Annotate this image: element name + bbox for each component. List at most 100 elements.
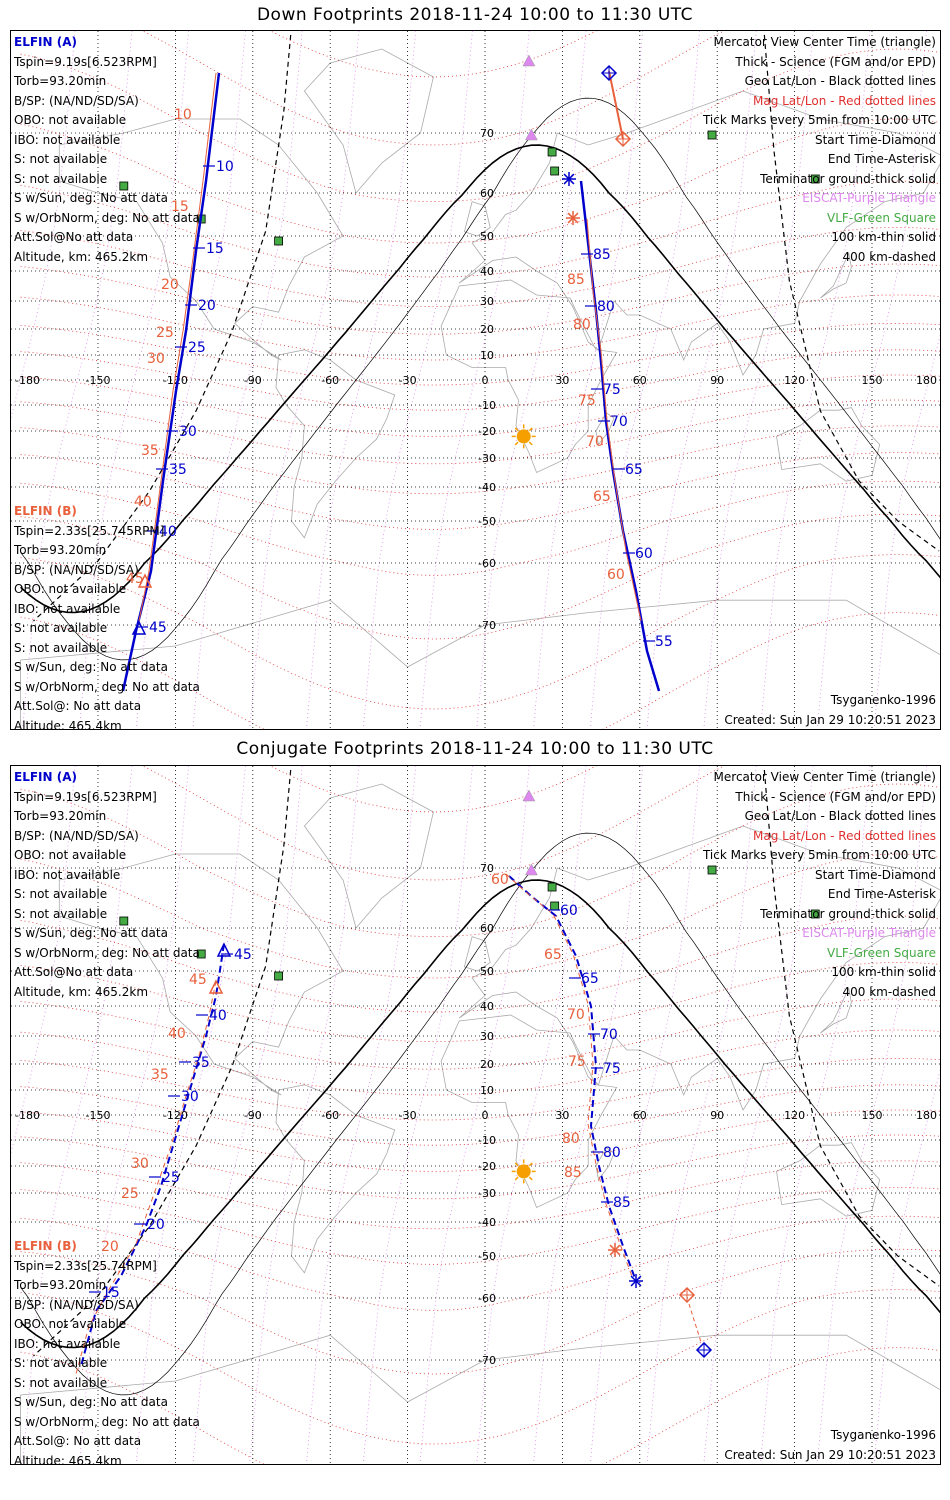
mag-latitude-line	[20, 612, 940, 729]
elfin-a-tick-label: 75	[603, 1061, 621, 1077]
elfin-b-line: Tspin=2.33s[25.74RPM]	[14, 1258, 157, 1273]
elfin-b-line: S w/Sun, deg: No att data	[14, 1395, 168, 1409]
elfin-b-line: IBO: not available	[14, 1336, 121, 1351]
mag-latitude-line	[20, 48, 940, 203]
sun-ray	[514, 427, 519, 432]
elfin-a-header: ELFIN (A)	[14, 35, 77, 49]
lon-label: 150	[862, 374, 883, 387]
end-asterisk-icon	[567, 212, 579, 224]
elfin-b-line: Torb=93.20min	[14, 543, 107, 557]
legend-item: Tick Marks every 5min from 10:00 UTC	[702, 848, 936, 862]
elfin-a-line: Torb=93.20min	[14, 809, 107, 823]
mag-latitude-line	[20, 452, 940, 530]
elfin-a-line: IBO: not available	[14, 867, 121, 882]
vlf-square-icon	[550, 901, 560, 911]
elfin-a-tick-label: 60	[635, 546, 653, 562]
continent-outline	[303, 48, 434, 194]
elfin-b-line: S: not available	[14, 1356, 108, 1370]
legend-item: Mag Lat/Lon - Red dotted lines	[752, 828, 936, 843]
elfin-b-conjugate-track	[75, 980, 217, 1375]
elfin-b-conjugate-track-2	[505, 873, 634, 1280]
vlf-square-icon	[274, 236, 284, 246]
thin-100km-curve	[20, 97, 940, 661]
map-legend: Mercator View Center Time (triangle) Thi…	[703, 33, 936, 267]
elfin-a-info: ELFIN (A) Tspin=9.19s[6.523RPM] Torb=93.…	[14, 33, 200, 267]
lat-label: -50	[478, 515, 496, 528]
elfin-a-line: Att.Sol@No att data	[14, 965, 134, 979]
mag-latitude-line	[20, 1347, 940, 1464]
elfin-b-tick-label: 35	[141, 443, 159, 459]
lon-label: -30	[399, 1109, 417, 1122]
sun-ray	[528, 1162, 533, 1167]
elfin-a-line: Torb=93.20min	[14, 74, 107, 88]
lat-label: 20	[480, 323, 494, 336]
continent-outline	[463, 201, 491, 237]
vlf-square-icon	[810, 174, 820, 184]
mag-latitude-line	[20, 118, 940, 244]
mag-latitude-line	[20, 853, 940, 979]
elfin-b-line: OBO: not available	[14, 1317, 127, 1331]
lat-label: 10	[480, 349, 494, 362]
legend-item: 100 km-thin solid	[831, 965, 936, 979]
elfin-a-start-triangle-icon	[131, 620, 147, 635]
legend-item: VLF-Green Square	[827, 210, 936, 225]
legend-item: 100 km-thin solid	[831, 230, 936, 244]
legend-item: Thick - Science (FGM and/or EPD)	[735, 789, 936, 804]
mag-latitude-line	[20, 961, 940, 1043]
mag-latitude-line	[20, 1215, 940, 1311]
lon-label: -120	[163, 374, 188, 387]
continent-outline	[820, 987, 852, 1034]
eiscat-triangle-icon	[524, 863, 538, 876]
elfin-a-tick-label: 80	[597, 299, 615, 315]
vlf-square-icon	[274, 971, 284, 981]
lon-label: 60	[633, 1109, 647, 1122]
legend-item: Mercator View Center Time (triangle)	[713, 770, 936, 784]
elfin-a-tick-label: 10	[216, 159, 234, 175]
elfin-b-tick-label: 40	[168, 1026, 186, 1042]
lon-label: 60	[633, 374, 647, 387]
elfin-b-tick-label: 30	[131, 1156, 149, 1172]
mag-latitude-line	[20, 783, 940, 938]
sun-icon	[516, 1164, 531, 1179]
mag-longitude-line	[419, 31, 530, 729]
sun-ray	[528, 1176, 533, 1181]
legend-item: Mag Lat/Lon - Red dotted lines	[752, 93, 936, 108]
elfin-b-tick-label: 25	[121, 1186, 139, 1202]
elfin-a-tick-label: 80	[603, 1145, 621, 1161]
legend-item: Terminator ground-thick solid	[760, 906, 936, 921]
elfin-b-info: ELFIN (B) Tspin=2.33s[25.745RPM] Torb=93…	[14, 502, 200, 729]
sun-ray	[528, 441, 533, 446]
lon-label: -90	[244, 1109, 262, 1122]
terminator-curve	[20, 144, 940, 614]
elfin-b-header: ELFIN (B)	[14, 1239, 77, 1253]
legend-item: EISCAT-Purple Triangle	[802, 191, 936, 205]
lon-label: 120	[784, 1109, 805, 1122]
elfin-a-tick-label: 40	[209, 1008, 227, 1024]
dashed-400km-curve	[763, 31, 940, 552]
elfin-b-start-segment	[608, 70, 624, 140]
elfin-a-line: S w/OrbNorm, deg: No att data	[14, 210, 200, 225]
lat-label: 20	[480, 1058, 494, 1071]
elfin-b-line: IBO: not available	[14, 601, 121, 616]
elfin-a-tick-label: 45	[149, 620, 167, 636]
lat-label: 40	[480, 1000, 494, 1013]
elfin-b-tick-label: 80	[573, 317, 591, 333]
elfin-b-line: Torb=93.20min	[14, 1278, 107, 1292]
map-legend: Mercator View Center Time (triangle) Thi…	[703, 768, 936, 1002]
elfin-b-line: Tspin=2.33s[25.745RPM]	[14, 523, 165, 538]
lon-label: -60	[321, 374, 339, 387]
lon-label: 120	[784, 374, 805, 387]
legend-item: Terminator ground-thick solid	[760, 171, 936, 186]
elfin-b-line: OBO: not available	[14, 582, 127, 596]
elfin-a-line: Altitude, km: 465.2km	[14, 249, 149, 264]
continent-outline	[440, 1014, 618, 1209]
vlf-square-icon	[810, 909, 820, 919]
vlf-square-icon	[707, 130, 717, 140]
terminator-curve	[20, 879, 940, 1349]
continent-outline	[58, 118, 344, 361]
mag-latitude-line	[20, 1187, 940, 1265]
lon-label: 180	[916, 374, 937, 387]
elfin-b-header: ELFIN (B)	[14, 504, 77, 518]
elfin-a-tick-label: 45	[234, 947, 252, 963]
lat-label: -20	[478, 425, 496, 438]
